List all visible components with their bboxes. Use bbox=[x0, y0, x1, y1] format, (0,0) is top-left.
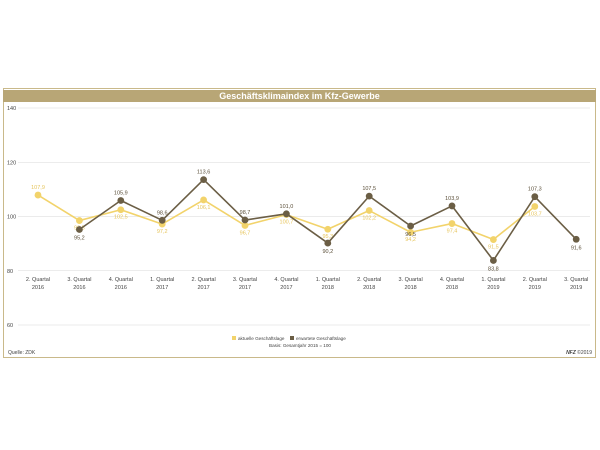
data-label: 101,0 bbox=[280, 204, 294, 210]
x-tick-label: 2016 bbox=[115, 285, 127, 291]
data-point bbox=[241, 216, 249, 224]
data-point bbox=[200, 176, 208, 184]
x-tick-label: 4. Quartal bbox=[440, 277, 464, 283]
y-tick-label: 120 bbox=[7, 160, 16, 166]
data-label: 102,2 bbox=[362, 216, 376, 222]
data-point bbox=[407, 228, 414, 236]
source-note: Quelle: ZDK bbox=[8, 350, 36, 356]
x-tick-label: 2018 bbox=[322, 285, 334, 291]
x-tick-label: 2017 bbox=[280, 285, 292, 291]
legend-label: erwartete Geschäftslage bbox=[296, 336, 346, 341]
x-tick-label: 2. Quartal bbox=[357, 277, 381, 283]
data-label: 96,5 bbox=[405, 232, 416, 238]
x-tick-label: 1. Quartal bbox=[150, 277, 174, 283]
data-point bbox=[34, 191, 42, 199]
data-label: 113,6 bbox=[197, 170, 210, 176]
x-tick-label: 2. Quartal bbox=[26, 277, 50, 283]
data-point bbox=[158, 216, 166, 224]
x-tick-label: 2016 bbox=[32, 285, 44, 291]
data-point bbox=[200, 196, 208, 204]
data-label: 107,5 bbox=[362, 186, 376, 192]
data-label: 107,9 bbox=[31, 185, 45, 191]
data-label: 105,9 bbox=[114, 190, 128, 196]
data-point bbox=[365, 192, 373, 200]
copyright-year: ©2019 bbox=[575, 350, 592, 356]
x-tick-label: 3. Quartal bbox=[399, 277, 423, 283]
data-point bbox=[117, 206, 125, 214]
data-point bbox=[531, 203, 539, 210]
data-point bbox=[407, 222, 414, 230]
x-tick-label: 3. Quartal bbox=[564, 277, 588, 283]
data-label: 107,3 bbox=[528, 187, 542, 193]
x-tick-label: 2018 bbox=[404, 285, 416, 291]
chart-note: Basis: Gesamtjahr 2015 = 100 bbox=[269, 343, 331, 348]
data-label: 102,5 bbox=[114, 215, 128, 221]
x-tick-label: 2016 bbox=[73, 285, 85, 291]
x-tick-label: 2017 bbox=[156, 285, 168, 291]
data-label: 97,4 bbox=[447, 229, 458, 235]
legend-label: aktuelle Geschäftslage bbox=[238, 336, 285, 341]
data-point bbox=[490, 257, 497, 264]
data-label: 95,2 bbox=[74, 236, 85, 242]
x-tick-label: 2018 bbox=[363, 285, 375, 291]
x-tick-label: 4. Quartal bbox=[109, 277, 133, 283]
data-point bbox=[490, 236, 497, 243]
data-point bbox=[283, 210, 290, 218]
data-point bbox=[241, 222, 249, 229]
data-point bbox=[531, 193, 539, 201]
data-label: 94,2 bbox=[405, 237, 416, 243]
data-point bbox=[448, 220, 456, 227]
data-point bbox=[324, 239, 332, 247]
y-tick-label: 80 bbox=[7, 269, 13, 275]
y-tick-label: 100 bbox=[7, 215, 16, 221]
data-point bbox=[365, 207, 373, 214]
data-label: 83,8 bbox=[488, 266, 499, 272]
y-tick-label: 140 bbox=[7, 106, 16, 112]
data-point bbox=[324, 225, 332, 233]
data-label: 106,1 bbox=[197, 205, 211, 211]
data-label: 98,7 bbox=[240, 210, 251, 216]
x-tick-label: 1. Quartal bbox=[481, 277, 505, 283]
legend-swatch bbox=[232, 336, 236, 340]
x-tick-label: 2017 bbox=[197, 285, 209, 291]
legend-swatch bbox=[290, 336, 294, 340]
y-tick-label: 60 bbox=[7, 323, 13, 329]
data-label: 103,9 bbox=[445, 196, 459, 202]
data-point bbox=[76, 226, 83, 233]
x-tick-label: 2017 bbox=[239, 285, 251, 291]
x-tick-label: 2019 bbox=[487, 285, 499, 291]
data-point bbox=[76, 217, 83, 224]
data-label: 100,7 bbox=[280, 220, 294, 226]
x-tick-label: 2019 bbox=[529, 285, 541, 291]
x-tick-label: 2019 bbox=[570, 285, 582, 291]
brand-logo: NFZ bbox=[566, 350, 576, 356]
x-tick-label: 3. Quartal bbox=[233, 277, 257, 283]
data-label: 97,2 bbox=[157, 229, 168, 235]
data-label: 95,3 bbox=[322, 234, 333, 240]
data-label: 91,6 bbox=[571, 245, 582, 251]
data-label: 96,7 bbox=[240, 230, 251, 236]
data-point bbox=[117, 197, 125, 204]
x-tick-label: 3. Quartal bbox=[67, 277, 91, 283]
x-tick-label: 2. Quartal bbox=[523, 277, 547, 283]
copyright-note: NFZ ©2019 bbox=[566, 350, 592, 356]
x-tick-label: 1. Quartal bbox=[316, 277, 340, 283]
x-tick-label: 2018 bbox=[446, 285, 458, 291]
chart-title: Geschäftsklimaindex im Kfz-Gewerbe bbox=[3, 90, 596, 102]
data-label: 103,7 bbox=[528, 211, 542, 217]
data-label: 90,2 bbox=[322, 249, 333, 255]
data-point bbox=[572, 235, 580, 243]
data-label: 91,5 bbox=[488, 245, 499, 251]
x-tick-label: 4. Quartal bbox=[274, 277, 298, 283]
data-point bbox=[448, 202, 456, 210]
x-tick-label: 2. Quartal bbox=[192, 277, 216, 283]
data-label: 98,6 bbox=[157, 210, 168, 216]
